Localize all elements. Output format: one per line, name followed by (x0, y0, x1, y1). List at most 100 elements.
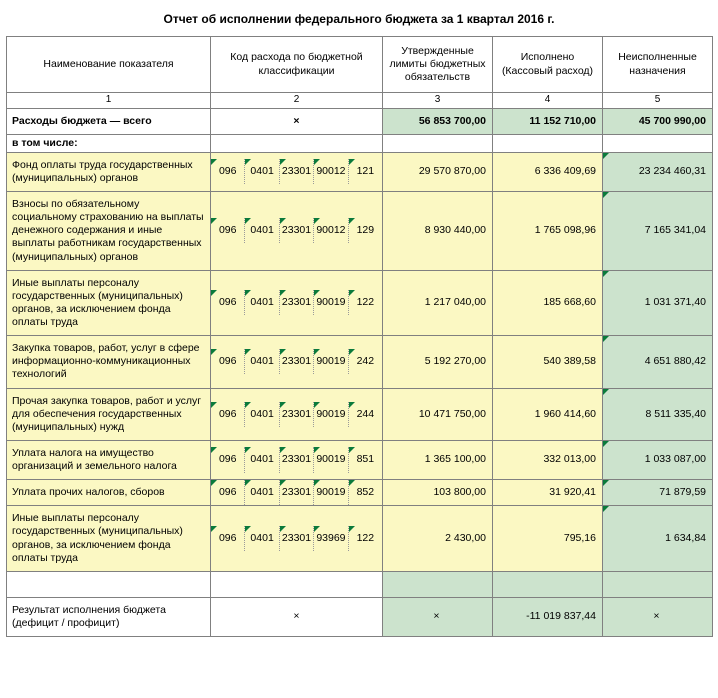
table-row: Уплата прочих налогов, сборов09604012330… (7, 480, 713, 506)
code-segment: 23301 (280, 526, 314, 551)
code-segment: 23301 (280, 159, 314, 184)
code-segment: 23301 (280, 480, 314, 505)
subhead-row: в том числе: (7, 134, 713, 152)
total-limits: 56 853 700,00 (383, 108, 493, 134)
row-executed: 31 920,41 (493, 480, 603, 506)
total-unexec: 45 700 990,00 (603, 108, 713, 134)
total-row: Расходы бюджета — всего × 56 853 700,00 … (7, 108, 713, 134)
row-limits: 5 192 270,00 (383, 336, 493, 388)
code-segment: 129 (349, 218, 382, 243)
code-segment: 096 (211, 480, 245, 505)
subhead-executed (493, 134, 603, 152)
code-segment: 0401 (245, 349, 279, 374)
row-code: 09604012330190012121 (211, 152, 383, 191)
subhead-limits (383, 134, 493, 152)
header-row: Наименование показателя Код расхода по б… (7, 37, 713, 93)
table-row: Иные выплаты персоналу государственных (… (7, 270, 713, 336)
code-segment: 096 (211, 447, 245, 472)
row-executed: 332 013,00 (493, 440, 603, 479)
row-unexec: 1 634,84 (603, 506, 713, 572)
result-row: Результат исполнения бюджета (дефицит / … (7, 597, 713, 636)
result-name: Результат исполнения бюджета (дефицит / … (7, 597, 211, 636)
code-segment: 90019 (314, 402, 348, 427)
code-segment: 0401 (245, 290, 279, 315)
row-unexec: 8 511 335,40 (603, 388, 713, 440)
code-segment: 096 (211, 218, 245, 243)
total-name: Расходы бюджета — всего (7, 108, 211, 134)
row-executed: 6 336 409,69 (493, 152, 603, 191)
row-unexec: 7 165 341,04 (603, 192, 713, 271)
row-limits: 1 217 040,00 (383, 270, 493, 336)
row-code: 09604012330190019122 (211, 270, 383, 336)
subhead-label: в том числе: (7, 134, 211, 152)
table-row: Взносы по обязательному социальному стра… (7, 192, 713, 271)
table-row: Уплата налога на имущество организаций и… (7, 440, 713, 479)
code-segment: 244 (349, 402, 382, 427)
subhead-unexec (603, 134, 713, 152)
code-segment: 0401 (245, 447, 279, 472)
header-code: Код расхода по бюджетной классификации (211, 37, 383, 93)
row-unexec: 1 033 087,00 (603, 440, 713, 479)
code-segment: 90012 (314, 218, 348, 243)
row-name: Иные выплаты персоналу государственных (… (7, 270, 211, 336)
blank-executed (493, 571, 603, 597)
code-segment: 90019 (314, 447, 348, 472)
code-segment: 90019 (314, 349, 348, 374)
colnum-4: 4 (493, 93, 603, 109)
blank-name (7, 571, 211, 597)
code-segment: 23301 (280, 349, 314, 374)
budget-table: Наименование показателя Код расхода по б… (6, 36, 713, 637)
row-limits: 103 800,00 (383, 480, 493, 506)
code-segment: 0401 (245, 526, 279, 551)
blank-row (7, 571, 713, 597)
code-segment: 90012 (314, 159, 348, 184)
result-executed: -11 019 837,44 (493, 597, 603, 636)
code-segment: 0401 (245, 402, 279, 427)
row-code: 09604012330190019852 (211, 480, 383, 506)
blank-limits (383, 571, 493, 597)
header-executed: Исполнено (Кассовый расход) (493, 37, 603, 93)
report-title: Отчет об исполнении федерального бюджета… (6, 6, 712, 36)
result-unexec: × (603, 597, 713, 636)
column-number-row: 1 2 3 4 5 (7, 93, 713, 109)
row-code: 09604012330190019244 (211, 388, 383, 440)
row-name: Прочая закупка товаров, работ и услуг дл… (7, 388, 211, 440)
code-segment: 0401 (245, 159, 279, 184)
total-code: × (211, 108, 383, 134)
code-segment: 852 (349, 480, 382, 505)
row-limits: 10 471 750,00 (383, 388, 493, 440)
colnum-3: 3 (383, 93, 493, 109)
code-segment: 851 (349, 447, 382, 472)
code-segment: 122 (349, 290, 382, 315)
row-name: Уплата налога на имущество организаций и… (7, 440, 211, 479)
row-code: 09604012330190019851 (211, 440, 383, 479)
row-limits: 8 930 440,00 (383, 192, 493, 271)
table-row: Фонд оплаты труда государственных (муниц… (7, 152, 713, 191)
code-segment: 23301 (280, 447, 314, 472)
row-name: Уплата прочих налогов, сборов (7, 480, 211, 506)
row-unexec: 23 234 460,31 (603, 152, 713, 191)
code-segment: 23301 (280, 290, 314, 315)
row-unexec: 1 031 371,40 (603, 270, 713, 336)
code-segment: 122 (349, 526, 382, 551)
row-code: 09604012330193969122 (211, 506, 383, 572)
total-executed: 11 152 710,00 (493, 108, 603, 134)
blank-code (211, 571, 383, 597)
row-name: Иные выплаты персоналу государственных (… (7, 506, 211, 572)
colnum-5: 5 (603, 93, 713, 109)
row-executed: 1 960 414,60 (493, 388, 603, 440)
code-segment: 93969 (314, 526, 348, 551)
code-segment: 096 (211, 349, 245, 374)
header-limits: Утвержденные лимиты бюджетных обязательс… (383, 37, 493, 93)
code-segment: 096 (211, 290, 245, 315)
code-segment: 096 (211, 159, 245, 184)
header-unexec: Неисполненные назначения (603, 37, 713, 93)
row-executed: 185 668,60 (493, 270, 603, 336)
table-row: Прочая закупка товаров, работ и услуг дл… (7, 388, 713, 440)
colnum-1: 1 (7, 93, 211, 109)
subhead-code (211, 134, 383, 152)
code-segment: 0401 (245, 480, 279, 505)
code-segment: 096 (211, 402, 245, 427)
row-limits: 2 430,00 (383, 506, 493, 572)
row-executed: 1 765 098,96 (493, 192, 603, 271)
